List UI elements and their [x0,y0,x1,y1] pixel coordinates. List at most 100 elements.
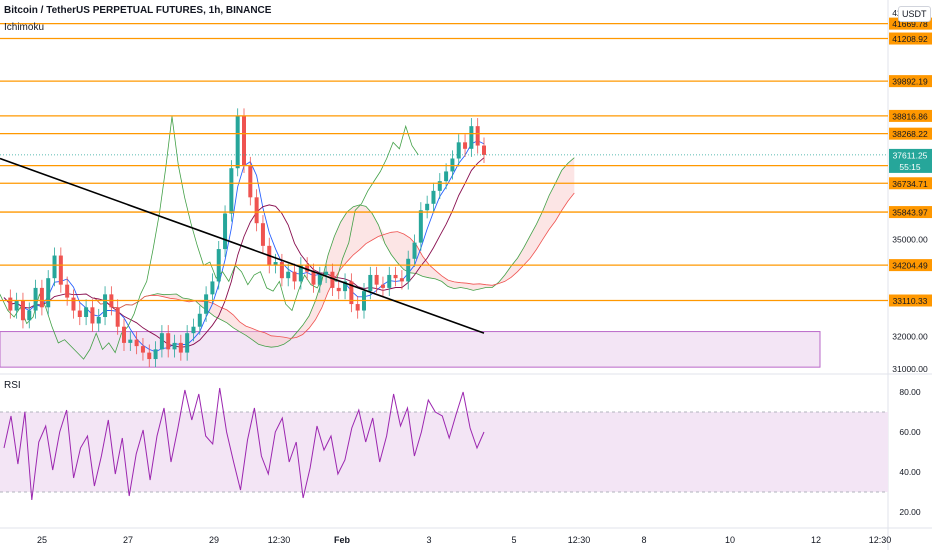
rsi-tick-label: 40.00 [899,467,921,477]
rsi-band [0,412,888,492]
candle-body [115,307,120,327]
time-tick-label: 12:30 [268,535,291,545]
level-badge [889,32,932,45]
time-tick-label: Feb [334,535,351,545]
level-badge [889,177,932,190]
candle-body [65,284,70,298]
candle-body [475,126,480,146]
price-axis-layer: 31000.0032000.0035000.0042000.0037611.25… [0,8,932,374]
candle-body [84,307,89,318]
candle-body [134,339,139,347]
price-tick-label: 32000.00 [892,331,928,341]
candle-body [305,265,310,272]
indicator-label: Ichimoku [4,22,45,33]
candle-body [204,294,209,314]
price-tick-label: 31000.00 [892,364,928,374]
candle-body [425,203,430,211]
candle-body [286,271,291,279]
kijun-sen [3,157,485,348]
candle-body [52,255,57,279]
candle-body [444,171,449,182]
time-tick-label: 8 [641,535,646,545]
candle-body [456,142,461,159]
level-badge [889,259,932,272]
candle-body [368,274,373,292]
horizontal-levels-layer: 41669.78 41208.92 39892.19 38816.86 38268.22… [0,17,932,307]
candle-body [298,265,303,282]
level-label: 38816.86 [892,111,928,121]
time-tick-label: 27 [123,535,133,545]
ichimoku-cloud [94,157,575,348]
level-label: 39892.19 [892,77,928,87]
level-badge [889,127,932,140]
candle-body [147,352,152,360]
candle-body [178,342,183,353]
candle-body [103,294,108,318]
rsi-tick-label: 60.00 [899,427,921,437]
candle-body [311,271,316,285]
time-axis-layer: 25 27 29 12:30 Feb 3 5 12:30 8 10 12 12:30 [37,535,891,545]
rsi-label: RSI [4,380,21,391]
candle-body [20,300,25,321]
candle-body [33,287,38,311]
candle-body [8,297,13,311]
rsi-tick-label: 80.00 [899,387,921,397]
candle-body [248,164,253,198]
candle-body [71,297,76,311]
ichimoku-cloud-layer [94,157,575,348]
candles-layer [8,108,486,368]
candle-body [330,271,335,288]
time-tick-label: 10 [725,535,735,545]
candle-body [374,274,379,285]
candle-body [90,307,95,324]
level-badge [889,75,932,88]
candle-body [336,287,341,292]
candle-body [343,281,348,292]
candle-body [77,310,82,318]
candle-body [380,284,385,288]
candle-body [166,333,171,350]
candle-body [387,274,392,288]
candle-body [279,262,284,279]
candle-body [229,168,234,214]
level-label: 36734.71 [892,179,928,189]
rsi-layer: 80.00 60.00 40.00 20.00 [0,387,921,517]
trendline-layer [0,157,485,334]
candle-body [39,287,44,308]
candle-body [349,281,354,305]
level-badge [889,109,932,122]
rsi-line [3,387,485,501]
time-tick-label: 25 [37,535,47,545]
time-tick-label: 5 [511,535,516,545]
level-badge [889,294,932,307]
candle-body [172,342,177,350]
level-label: 38268.22 [892,129,928,139]
candle-body [140,346,145,353]
candle-body [122,326,126,343]
level-label: 33110.33 [893,296,928,306]
candle-body [260,223,265,246]
currency-badge[interactable]: USDT [898,6,931,22]
symbol-title: Bitcoin / TetherUS PERPETUAL FUTURES, 1h… [4,5,272,16]
time-tick-label: 29 [209,535,219,545]
candle-body [210,281,215,295]
candle-body [273,262,278,266]
candle-body [159,333,164,350]
candle-body [355,304,360,311]
candle-body [437,181,442,191]
senkou-span-a [94,157,575,348]
candle-body [223,213,228,250]
candle-body [128,339,133,343]
candle-body [197,313,202,327]
price-tick-label: 35000.00 [892,234,928,244]
time-tick-label: 12:30 [869,535,892,545]
last-price-badge [889,148,932,173]
rsi-tick-label: 20.00 [899,507,921,517]
candle-body [412,242,417,259]
candle-body [406,258,411,282]
time-tick-label: 12 [811,535,821,545]
candle-body [58,255,63,285]
candle-body [185,333,190,353]
candle-body [317,274,322,285]
